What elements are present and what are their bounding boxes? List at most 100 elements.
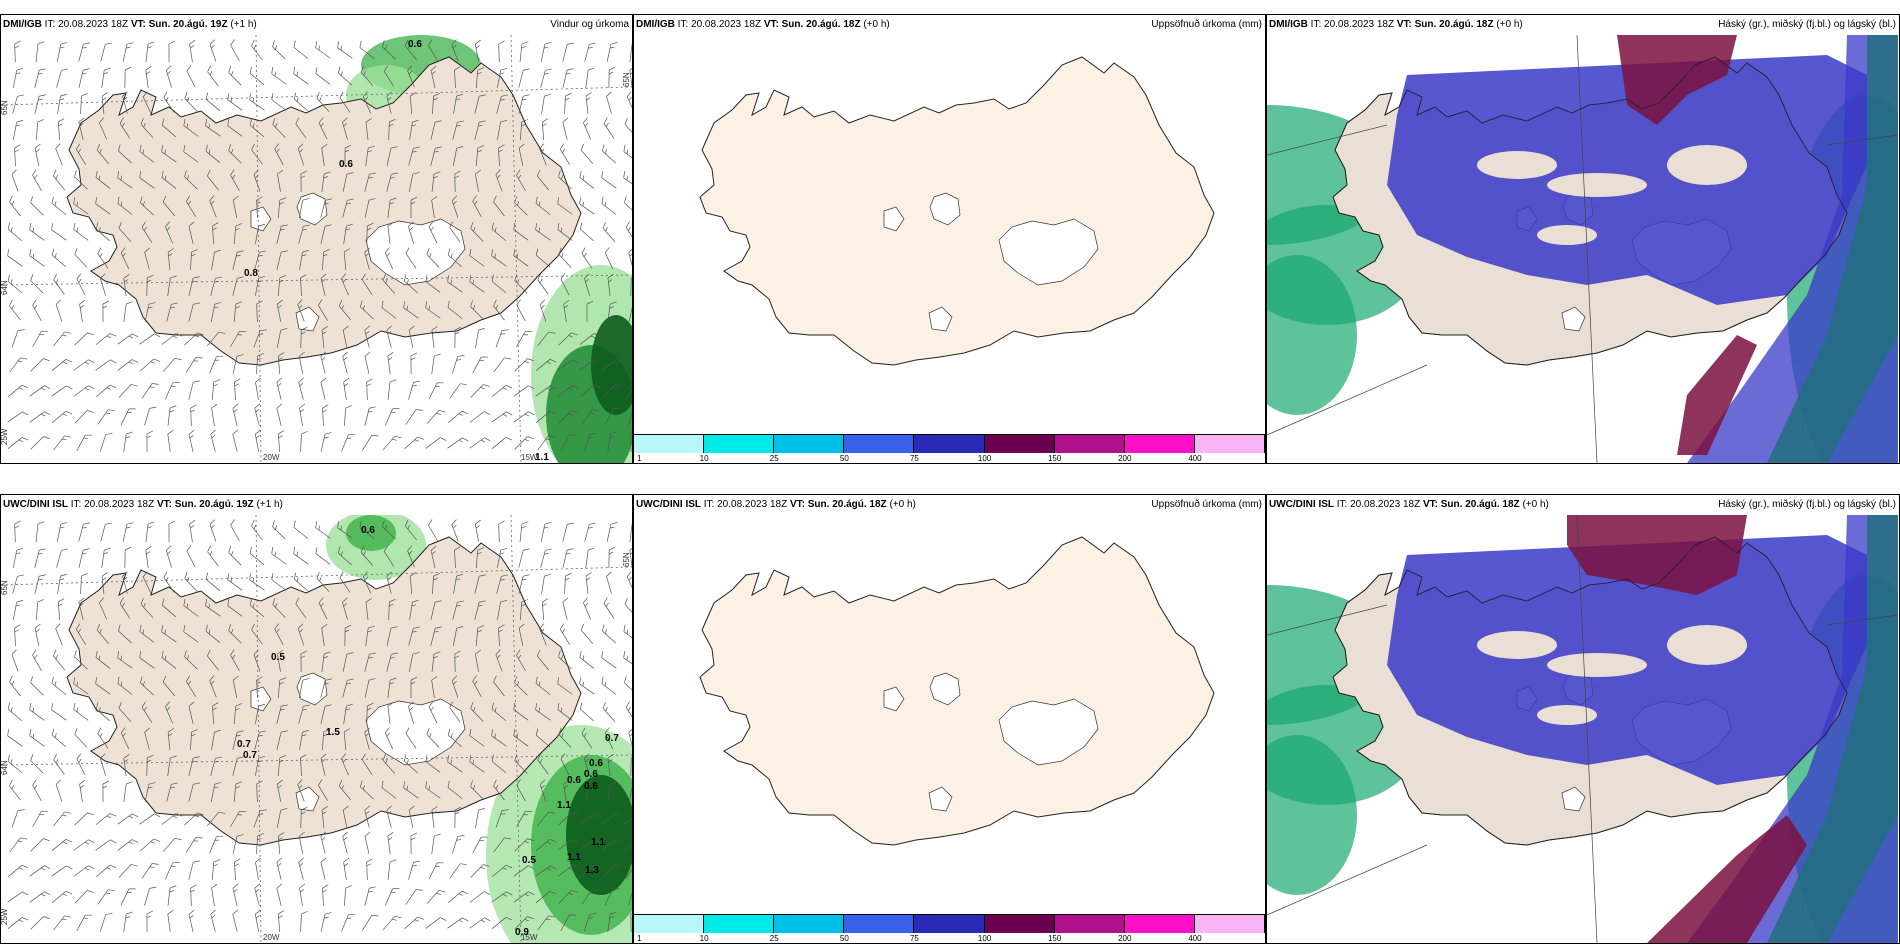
- colorbar-tick: 50: [839, 934, 849, 943]
- colorbar-tick: 25: [769, 454, 779, 463]
- panel-title: Uppsöfnuð úrkoma (mm): [1151, 499, 1262, 510]
- high-cloud-area: [1567, 515, 1747, 595]
- high-cloud-area: [1617, 35, 1737, 125]
- colorbar-tick: 75: [909, 454, 919, 463]
- precip-value-label: 0.6: [589, 758, 603, 769]
- panel-title: Háský (gr.), miðský (fj.bl.) og lágský (…: [1718, 19, 1896, 30]
- clear-sky-patch: [1477, 151, 1557, 179]
- vt-label: VT:: [1396, 19, 1412, 30]
- colorbar-swatch: [844, 435, 915, 453]
- panel-title: Vindur og úrkoma: [550, 19, 629, 30]
- colorbar-swatch: [984, 435, 1055, 453]
- precip-value-label: 0.6: [584, 781, 598, 792]
- map-svg: [1267, 514, 1899, 943]
- graticule-label: 64N: [1, 280, 9, 295]
- glacier-outline: [928, 786, 953, 812]
- glacier-outline: [250, 686, 272, 712]
- cloud-overlap-area: [1767, 515, 1898, 943]
- map-svg: [634, 35, 1265, 463]
- graticule-label: 15W: [521, 453, 538, 462]
- colorbar-tick: 400: [1188, 934, 1202, 943]
- precip-value-label: 0.6: [361, 525, 375, 536]
- low-cloud-area: [1267, 255, 1357, 415]
- colorbar-swatch: [844, 915, 915, 933]
- colorbar-swatch: [1194, 435, 1265, 453]
- clear-sky-patch: [1547, 653, 1647, 677]
- graticule-label: 65N: [1, 100, 9, 115]
- colorbar-tick: 150: [1047, 934, 1062, 943]
- graticule-label: 65N: [622, 72, 631, 87]
- colorbar-tick: 1: [637, 454, 642, 463]
- cloud-overlap-area: [1767, 35, 1898, 463]
- map-panel-uwc-accum: UWC/DINI ISL IT: 20.08.2023 18Z VT: Sun.…: [633, 494, 1266, 944]
- panel-header: DMI/IGB IT: 20.08.2023 18Z VT: Sun. 20.á…: [1267, 15, 1899, 35]
- precip-value-label: 1.5: [326, 727, 340, 738]
- wind-barbs: [7, 519, 632, 933]
- glacier-outline: [929, 672, 961, 706]
- high-cloud-area: [1647, 815, 1807, 943]
- it-label: IT:: [677, 19, 689, 30]
- panel-header: UWC/DINI ISL IT: 20.08.2023 18Z VT: Sun.…: [1267, 495, 1899, 515]
- precip-value-label: 0.6: [339, 159, 353, 170]
- model-name: DMI/IGB: [3, 19, 42, 30]
- colorbar-swatch: [704, 435, 775, 453]
- colorbar-swatch: [984, 915, 1055, 933]
- precip-area: [591, 315, 632, 415]
- glacier-outline: [1561, 786, 1586, 812]
- colorbar-swatch: [1194, 915, 1265, 933]
- colorbar-labels: 1 10 25 50 75 100 150 200 400: [634, 453, 1265, 463]
- model-name: DMI/IGB: [636, 19, 675, 30]
- colorbar-swatch: [1124, 435, 1195, 453]
- map-panel-dmi-wind: DMI/IGB IT: 20.08.2023 18Z VT: Sun. 20.á…: [0, 14, 633, 464]
- colorbar-swatch: [1054, 435, 1125, 453]
- lead-time: (+1 h): [230, 19, 257, 30]
- clear-sky-patch: [1537, 705, 1597, 725]
- init-time: 20.08.2023 18Z: [84, 499, 155, 510]
- it-label: IT:: [1336, 499, 1348, 510]
- glacier-outline: [295, 786, 320, 812]
- lead-time: (+1 h): [256, 499, 283, 510]
- precip-value-label: 0.7: [243, 750, 257, 761]
- colorbar-tick: 100: [977, 934, 992, 943]
- lead-time: (+0 h): [889, 499, 916, 510]
- lead-time: (+0 h): [1496, 19, 1523, 30]
- colorbar-swatch: [914, 915, 985, 933]
- colorbar-tick: 10: [699, 454, 709, 463]
- glacier-outline: [1561, 306, 1586, 332]
- glacier-outline: [998, 218, 1099, 286]
- graticule-label: 65N: [622, 552, 631, 567]
- map-panel-dmi-cloud: DMI/IGB IT: 20.08.2023 18Z VT: Sun. 20.á…: [1266, 14, 1900, 464]
- colorbar-tick: 50: [839, 454, 849, 463]
- colorbar-tick: 25: [769, 934, 779, 943]
- graticule-label: 15W: [521, 933, 538, 942]
- map-area: [1267, 514, 1899, 943]
- model-name: UWC/DINI ISL: [3, 499, 68, 510]
- colorbar-tick: 1: [637, 934, 642, 943]
- map-panel-uwc-cloud: UWC/DINI ISL IT: 20.08.2023 18Z VT: Sun.…: [1266, 494, 1900, 944]
- map-svg: 65N 65N 64N 25W 20W 15W 0.6 0.6 0.8 1.1: [1, 34, 632, 463]
- colorbar-swatch: [634, 435, 705, 453]
- glacier-outline: [883, 206, 905, 232]
- graticule-label: 20W: [263, 453, 280, 462]
- map-area: [634, 515, 1265, 943]
- precip-value-label: 0.6: [408, 39, 422, 50]
- clear-sky-patch: [1477, 631, 1557, 659]
- init-time: 20.08.2023 18Z: [691, 19, 762, 30]
- it-label: IT:: [703, 499, 715, 510]
- clear-sky-patch: [1667, 145, 1747, 185]
- glacier-outline: [928, 306, 953, 332]
- colorbar-swatch: [634, 915, 705, 933]
- colorbar-tick: 10: [699, 934, 709, 943]
- colorbar-tick: 200: [1118, 934, 1132, 943]
- precip-value-label: 1.1: [535, 452, 549, 463]
- glacier-outline: [296, 672, 328, 706]
- clear-sky-patch: [1537, 225, 1597, 245]
- colorbar-tick: 75: [909, 934, 919, 943]
- panel-header: UWC/DINI ISL IT: 20.08.2023 18Z VT: Sun.…: [1, 495, 632, 515]
- glacier-outline: [250, 206, 272, 232]
- precip-value-label: 0.5: [522, 855, 536, 866]
- init-time: 20.08.2023 18Z: [58, 19, 129, 30]
- valid-time: Sun. 20.ágú. 19Z: [148, 19, 228, 30]
- map-panel-dmi-accum: DMI/IGB IT: 20.08.2023 18Z VT: Sun. 20.á…: [633, 14, 1266, 464]
